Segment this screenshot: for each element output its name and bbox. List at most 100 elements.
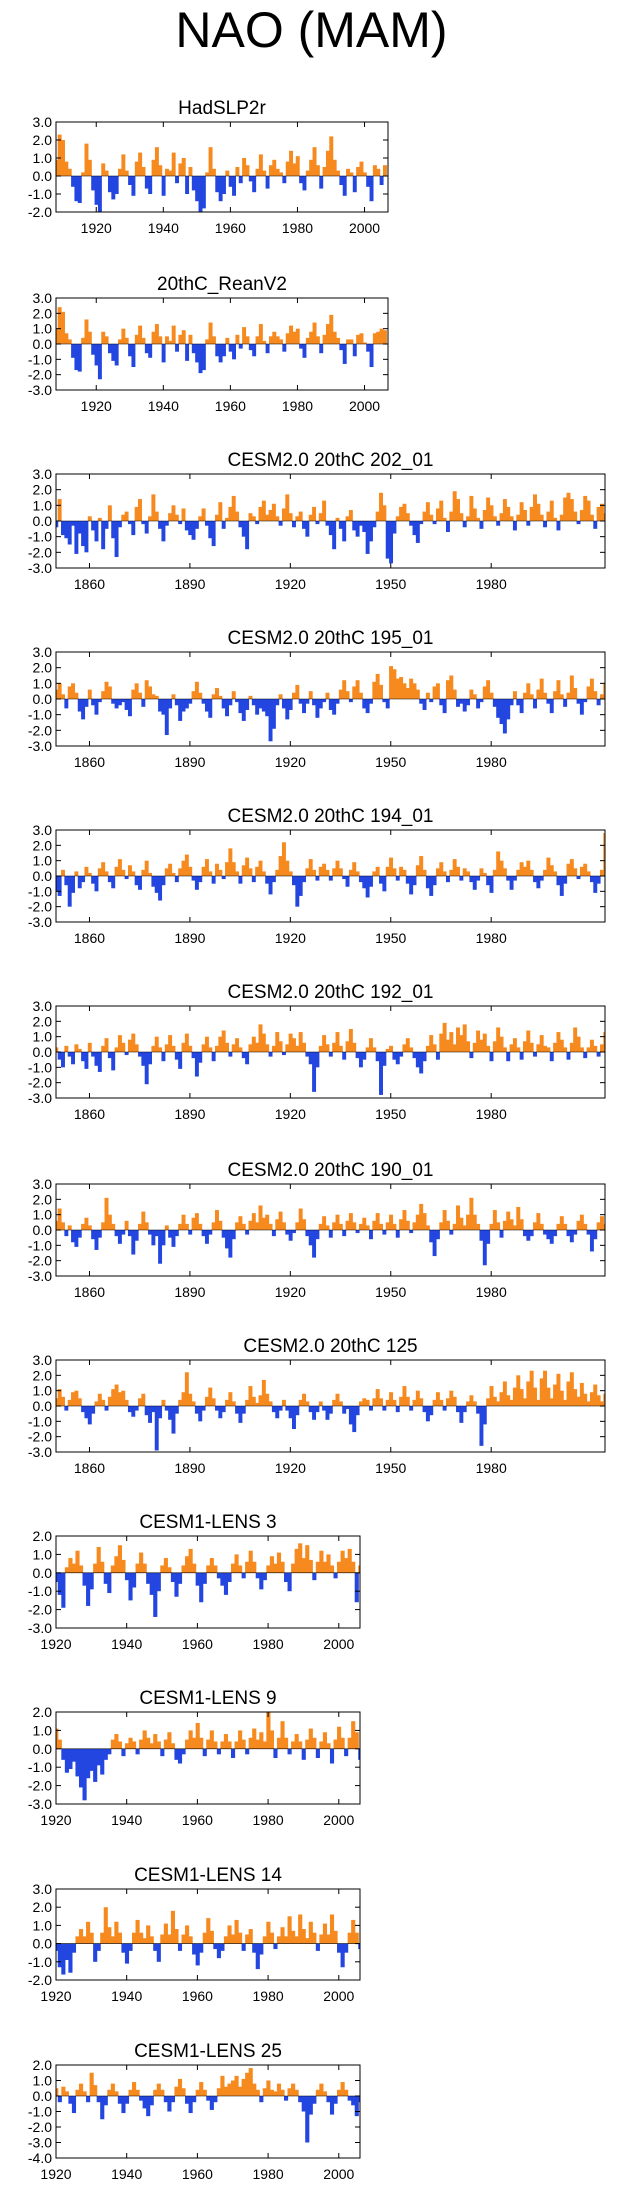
positive-bar <box>225 337 230 344</box>
positive-bar <box>230 1563 236 1573</box>
negative-bar <box>432 876 437 886</box>
positive-bar <box>57 683 62 699</box>
positive-bar <box>266 1712 271 1749</box>
negative-bar <box>536 876 541 889</box>
positive-bar <box>170 1743 176 1749</box>
negative-bar <box>345 876 350 887</box>
negative-bar <box>482 1406 487 1425</box>
positive-bar <box>301 1558 306 1573</box>
positive-bar <box>379 1398 383 1406</box>
positive-bar <box>298 1399 303 1406</box>
positive-bar <box>326 1934 331 1944</box>
positive-bar <box>205 172 210 176</box>
negative-bar <box>392 521 397 534</box>
y-tick-label: -2.0 <box>28 1602 52 1618</box>
y-tick-label: 1.0 <box>33 150 53 166</box>
positive-bar <box>402 1386 407 1406</box>
positive-bar <box>138 692 142 699</box>
negative-bar <box>68 2096 73 2104</box>
x-tick-label: 1920 <box>40 1988 71 2004</box>
positive-bar <box>559 1039 564 1052</box>
negative-bar <box>439 699 444 706</box>
x-tick-label: 1980 <box>253 2166 284 2182</box>
y-tick-label: 2.0 <box>33 660 53 676</box>
positive-bar <box>67 1225 72 1230</box>
positive-bar <box>96 1547 101 1573</box>
positive-bar <box>208 1387 213 1406</box>
negative-bar <box>175 176 179 184</box>
positive-bar <box>206 1739 211 1749</box>
negative-bar <box>194 1406 199 1414</box>
positive-bar <box>164 168 169 176</box>
positive-bar <box>276 2083 282 2096</box>
positive-bar <box>171 872 176 876</box>
negative-bar <box>344 1943 349 1953</box>
y-tick-label: 2.0 <box>33 2057 53 2073</box>
negative-bar <box>308 1230 313 1246</box>
negative-bar <box>419 699 424 704</box>
negative-bar <box>412 876 417 886</box>
negative-bar <box>124 699 129 710</box>
negative-bar <box>422 1052 427 1062</box>
positive-bar <box>225 1399 229 1406</box>
negative-bar <box>94 344 99 366</box>
y-tick-label: 3.0 <box>33 290 53 306</box>
negative-bar <box>231 1230 236 1240</box>
negative-bar <box>248 176 253 182</box>
negative-bar <box>583 1052 588 1059</box>
negative-bar <box>94 1230 99 1250</box>
negative-bar <box>124 876 129 880</box>
negative-bar <box>335 699 340 704</box>
positive-bar <box>86 1921 91 1944</box>
positive-bar <box>509 1219 514 1230</box>
positive-bar <box>78 2083 84 2096</box>
negative-bar <box>352 344 357 357</box>
negative-bar <box>201 699 206 704</box>
positive-bar <box>294 1548 299 1573</box>
positive-bar <box>492 1210 497 1230</box>
negative-bar <box>352 1406 357 1433</box>
negative-bar <box>134 1406 139 1411</box>
negative-bar <box>57 1943 62 1968</box>
negative-bar <box>57 2096 62 2103</box>
positive-bar <box>134 334 139 344</box>
positive-bar <box>194 681 199 699</box>
negative-bar <box>285 1230 290 1235</box>
positive-bar <box>285 161 290 176</box>
positive-bar <box>201 1044 206 1052</box>
positive-bar <box>287 1916 292 1944</box>
negative-bar <box>312 1052 317 1092</box>
positive-bar <box>261 1033 266 1052</box>
x-tick-label: 1940 <box>111 1636 142 1652</box>
positive-bar <box>218 1220 223 1230</box>
positive-bar <box>184 1033 189 1052</box>
x-tick-label: 1980 <box>476 576 507 592</box>
y-tick-label: 1.0 <box>33 1722 53 1738</box>
positive-bar <box>466 871 471 876</box>
y-tick-label: 0.0 <box>33 336 53 352</box>
negative-bar <box>258 699 263 709</box>
positive-bar <box>238 1216 243 1230</box>
positive-bar <box>248 1044 253 1052</box>
positive-bar <box>456 1205 460 1230</box>
positive-bar <box>472 1401 477 1406</box>
negative-bar <box>339 344 344 351</box>
positive-bar <box>174 514 179 521</box>
negative-bar <box>462 699 467 712</box>
negative-bar <box>77 699 82 712</box>
positive-bar <box>546 1387 551 1406</box>
positive-bar <box>107 2089 112 2096</box>
positive-bar <box>512 1038 517 1052</box>
positive-bar <box>281 842 286 876</box>
negative-bar <box>107 1052 112 1059</box>
positive-bar <box>144 680 149 699</box>
positive-bar <box>208 1047 213 1052</box>
positive-bar <box>252 1728 257 1749</box>
positive-bar <box>93 2085 98 2096</box>
positive-bar <box>516 1047 521 1052</box>
negative-bar <box>379 1052 383 1095</box>
positive-bar <box>351 1561 356 1573</box>
positive-bar <box>466 1214 471 1230</box>
negative-bar <box>198 876 203 883</box>
negative-bar <box>589 876 594 883</box>
